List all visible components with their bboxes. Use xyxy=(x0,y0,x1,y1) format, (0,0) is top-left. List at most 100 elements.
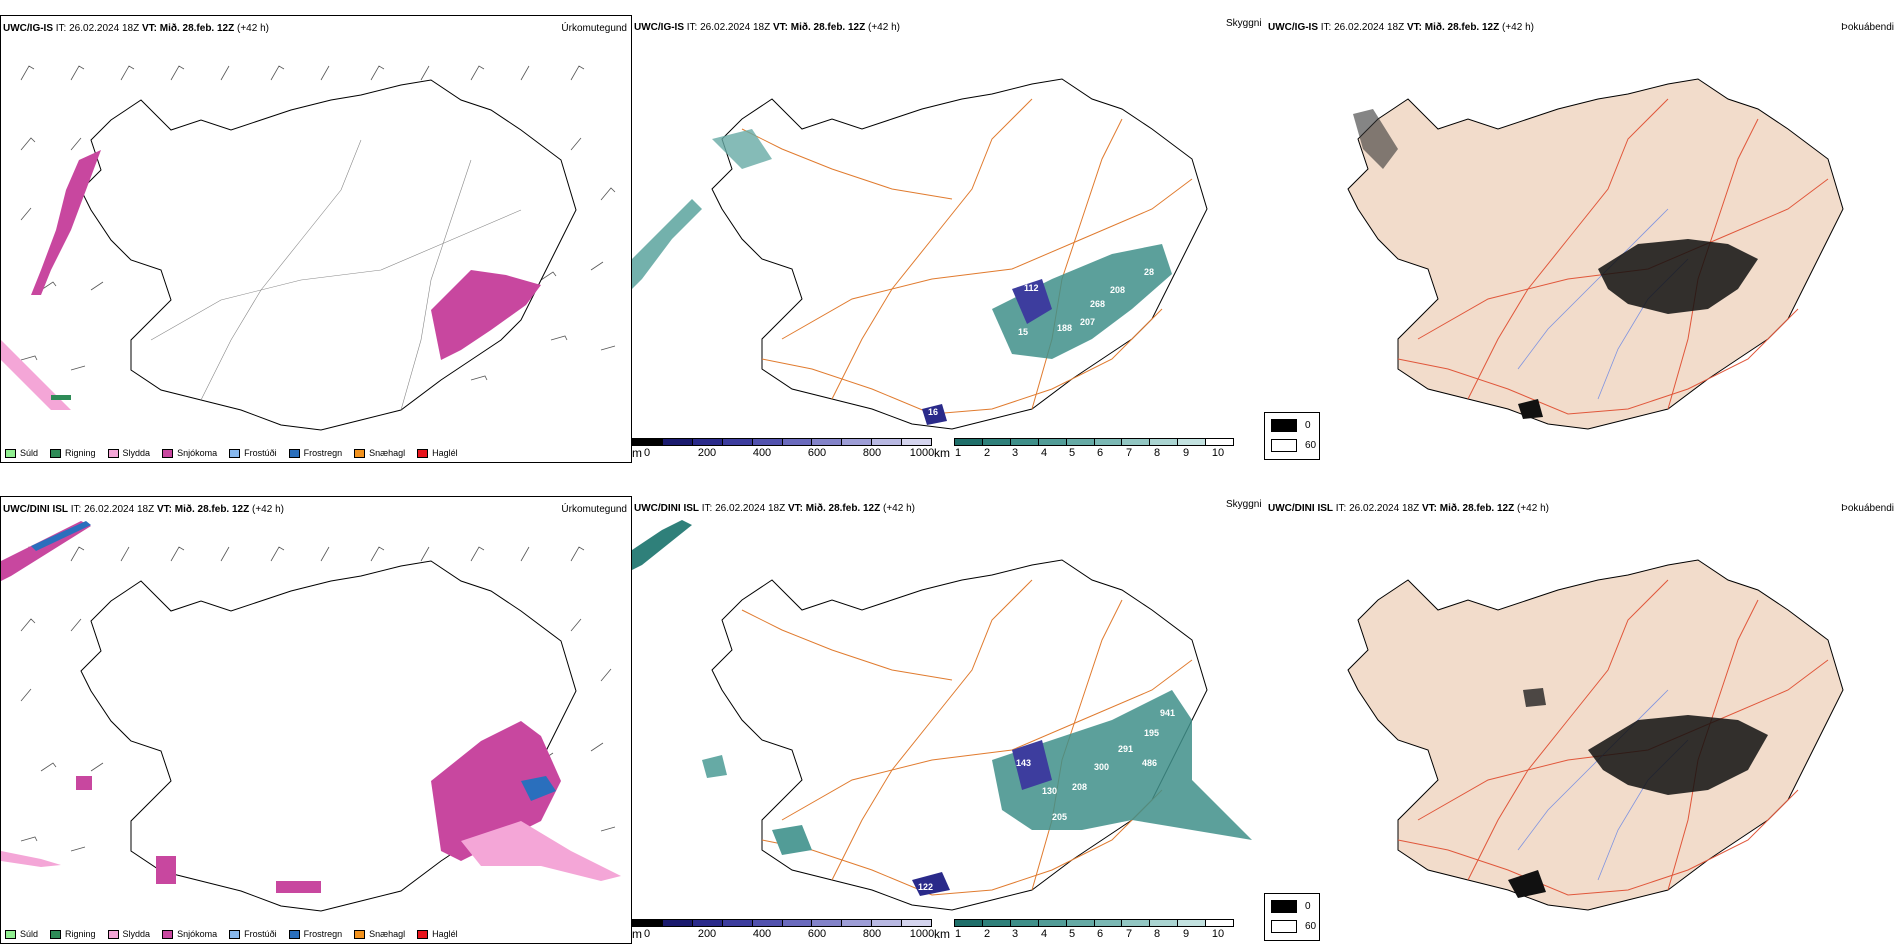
visibility-tick: 1 xyxy=(954,447,962,459)
legend-swatch xyxy=(288,929,300,939)
legend-item: Súld xyxy=(5,929,38,939)
ceiling-tick: 600 xyxy=(807,447,827,459)
legend-item: Haglél xyxy=(417,448,458,458)
fog-legend-swatch xyxy=(1271,419,1297,432)
ceiling-tick: 1000 xyxy=(909,928,935,940)
legend-swatch xyxy=(50,448,62,458)
fog-legend-bottom: 0 60 xyxy=(1264,893,1320,941)
visibility-tick: 7 xyxy=(1125,928,1133,940)
fog-legend-swatch xyxy=(1271,920,1297,933)
ceiling-patch-east xyxy=(1012,279,1052,324)
visibility-tick: 6 xyxy=(1096,928,1104,940)
vis-label: 205 xyxy=(1052,812,1067,822)
precip-panel-top: UWC/IG-IS IT: 26.02.2024 18Z VT: Mið. 28… xyxy=(0,15,632,463)
vis-label: 200 xyxy=(1064,351,1079,361)
vis-label: 207 xyxy=(1080,317,1095,327)
precip-map-bottom xyxy=(1,521,621,912)
sleet-band-sw xyxy=(1,340,71,410)
legend-item: Slydda xyxy=(107,929,150,939)
visibility-tick: 10 xyxy=(1211,447,1225,459)
vis-label: 941 xyxy=(1160,708,1175,718)
fog-panel-bottom: UWC/DINI ISL IT: 26.02.2024 18Z VT: Mið.… xyxy=(1268,496,1898,944)
legend-swatch xyxy=(229,929,241,939)
fog-title-top: Þokuábendi xyxy=(1841,22,1894,33)
ceiling-tick: 400 xyxy=(752,447,772,459)
legend-swatch xyxy=(107,448,119,458)
fog-header-bottom: UWC/DINI ISL IT: 26.02.2024 18Z VT: Mið.… xyxy=(1268,503,1549,514)
precip-title-top: Úrkomutegund xyxy=(561,23,627,34)
sleet-band-east xyxy=(461,821,621,881)
vis-patch-nw xyxy=(712,129,772,169)
legend-swatch xyxy=(162,448,174,458)
ceiling-patch-south xyxy=(922,404,947,425)
visibility-map-top: 112 208 28 268 207 188 15 200 16 xyxy=(632,78,1208,430)
visibility-unit: km xyxy=(934,927,950,941)
vis-label: 300 xyxy=(1094,762,1109,772)
precip-legend-top: Súld Rigning Slydda Snjókoma Frostúði Fr… xyxy=(5,448,458,458)
vis-label: 208 xyxy=(1110,285,1125,295)
ceiling-tick: 600 xyxy=(807,928,827,940)
fog-patch-south xyxy=(1518,399,1543,419)
wind-barbs xyxy=(20,65,616,381)
legend-swatch xyxy=(107,929,119,939)
ceiling-tick: 800 xyxy=(862,447,882,459)
visibility-tick: 7 xyxy=(1125,447,1133,459)
sleet-band-sw xyxy=(1,851,61,867)
legend-swatch xyxy=(229,448,241,458)
fog-header-top: UWC/IG-IS IT: 26.02.2024 18Z VT: Mið. 28… xyxy=(1268,22,1534,33)
visibility-panel-top: UWC/IG-IS IT: 26.02.2024 18Z VT: Mið. 28… xyxy=(632,15,1320,463)
legend-swatch xyxy=(288,448,300,458)
legend-swatch xyxy=(5,448,16,458)
legend-item: Frostúði xyxy=(229,448,277,458)
legend-swatch xyxy=(354,929,366,939)
frz-rain-nw xyxy=(31,521,91,551)
road-network xyxy=(741,98,1193,415)
snow-spot-sw xyxy=(156,856,176,884)
ceiling-unit: m xyxy=(632,927,642,941)
visibility-tick: 5 xyxy=(1068,928,1076,940)
fog-title-bottom: Þokuábendi xyxy=(1841,503,1894,514)
legend-item: Rigning xyxy=(50,448,96,458)
vis-label: 2 xyxy=(937,692,942,702)
snow-band-nw xyxy=(1,521,91,581)
visibility-header-bottom: UWC/DINI ISL IT: 26.02.2024 18Z VT: Mið.… xyxy=(634,503,915,514)
vis-label: 130 xyxy=(1042,786,1057,796)
visibility-tick: 4 xyxy=(1040,928,1048,940)
legend-swatch xyxy=(417,448,429,458)
vis-label: 188 xyxy=(1057,323,1072,333)
legend-item: Slydda xyxy=(107,448,150,458)
legend-item: Frostúði xyxy=(229,929,277,939)
ceiling-tick: 200 xyxy=(697,447,717,459)
precip-title-bottom: Úrkomutegund xyxy=(561,504,627,515)
precip-header-top: UWC/IG-IS IT: 26.02.2024 18Z VT: Mið. 28… xyxy=(3,23,269,34)
ceiling-patch-east xyxy=(1012,740,1052,790)
legend-item: Snjókoma xyxy=(162,448,217,458)
fog-patch-small xyxy=(1523,688,1546,707)
legend-swatch xyxy=(354,448,366,458)
legend-swatch xyxy=(50,929,62,939)
visibility-tick: 10 xyxy=(1211,928,1225,940)
legend-item: Snæhagl xyxy=(354,448,405,458)
fog-patch-east xyxy=(1598,239,1758,314)
visibility-tick: 5 xyxy=(1068,447,1076,459)
visibility-unit: km xyxy=(934,446,950,460)
ceiling-colorbar-top: m 0 200 400 600 800 1000 xyxy=(632,438,934,462)
legend-swatch xyxy=(5,929,16,939)
vis-label: 195 xyxy=(1144,728,1159,738)
vis-band-nw xyxy=(632,520,692,570)
legend-item: Snjókoma xyxy=(162,929,217,939)
legend-item: Haglél xyxy=(417,929,458,939)
fog-patch-east xyxy=(1588,715,1768,795)
precip-legend-bottom: Súld Rigning Slydda Snjókoma Frostúði Fr… xyxy=(5,929,458,939)
ceiling-tick: 400 xyxy=(752,928,772,940)
legend-item: Frostregn xyxy=(288,448,342,458)
vis-band-east xyxy=(992,244,1172,359)
visibility-tick: 6 xyxy=(1096,447,1104,459)
vis-label: 16 xyxy=(928,407,938,417)
vis-label: 268 xyxy=(1090,299,1105,309)
visibility-tick: 1 xyxy=(954,928,962,940)
visibility-tick: 9 xyxy=(1182,447,1190,459)
snow-band-west xyxy=(31,150,101,295)
visibility-colorbar-top: km 1 2 3 4 5 6 7 8 9 10 xyxy=(934,438,1234,462)
vis-label: 291 xyxy=(1118,744,1133,754)
